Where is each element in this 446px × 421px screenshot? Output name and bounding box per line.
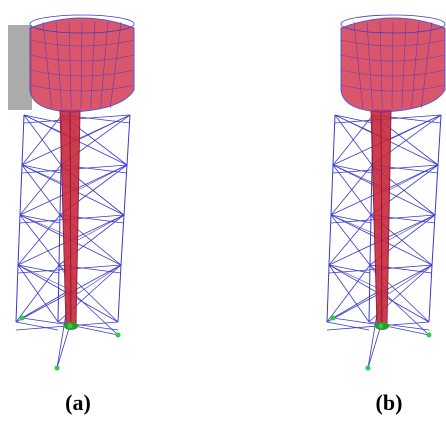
support bbox=[68, 324, 73, 329]
support bbox=[116, 333, 121, 338]
figure: (a) (b) bbox=[0, 0, 446, 421]
shadow bbox=[8, 25, 32, 110]
support bbox=[20, 316, 25, 321]
support bbox=[379, 324, 384, 329]
support bbox=[427, 333, 432, 338]
support bbox=[55, 366, 60, 371]
panel-label: (b) bbox=[376, 390, 403, 415]
support bbox=[331, 316, 336, 321]
panel-label: (a) bbox=[65, 390, 91, 415]
support bbox=[366, 366, 371, 371]
